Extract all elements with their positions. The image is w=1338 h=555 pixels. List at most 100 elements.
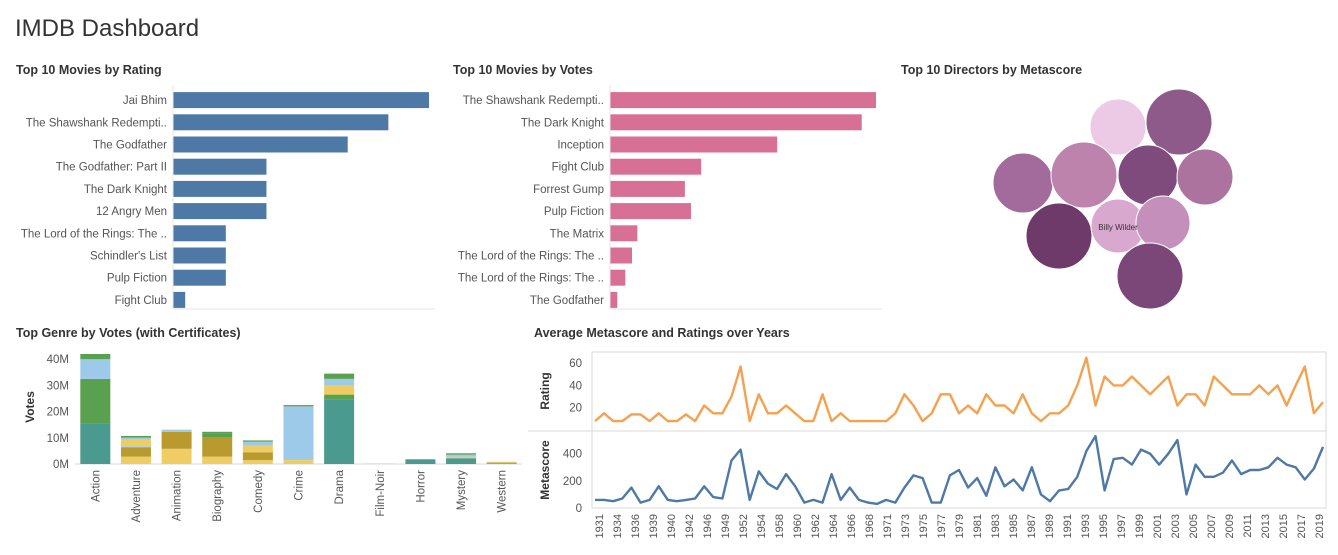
bar <box>173 180 267 197</box>
x-tick-label: Film-Noir <box>375 470 387 517</box>
genre-bar-segment <box>324 385 355 395</box>
top-votes-title: Top 10 Movies by Votes <box>453 63 593 77</box>
x-tick-label: Drama <box>334 469 346 504</box>
genre-bar-segment <box>161 429 192 432</box>
genre-bar-segment <box>80 423 111 464</box>
director-bubble <box>1117 144 1179 206</box>
x-tick-label: 1971 <box>882 514 894 538</box>
bar-label: Jai Bhim <box>123 95 167 107</box>
bar <box>610 180 685 197</box>
bar-label: The Lord of the Rings: The .. <box>21 228 167 240</box>
bubble-label: Billy Wilder <box>1098 223 1138 232</box>
x-tick-label: 1979 <box>954 514 966 538</box>
x-tick-label: 1952 <box>738 514 750 538</box>
genre-bar-segment <box>324 378 355 386</box>
bar-label: The Lord of the Rings: The .. <box>458 273 604 285</box>
x-tick-label: 1991 <box>1062 514 1074 538</box>
genre-bar-segment <box>202 431 233 434</box>
bar <box>173 203 267 220</box>
x-tick-label: Biography <box>212 470 224 522</box>
x-tick-label: 2011 <box>1242 514 1254 538</box>
genre-bar-segment <box>242 440 273 442</box>
genre-bar-segment <box>202 456 233 464</box>
x-tick-label: 2009 <box>1224 514 1236 538</box>
x-tick-label: 1962 <box>810 514 822 538</box>
genre-bar-segment <box>202 433 233 438</box>
y-tick-label: 20M <box>47 407 69 419</box>
genre-bar-segment <box>446 453 477 455</box>
y-tick-label: 30M <box>47 380 69 392</box>
bar-label: 12 Angry Men <box>96 206 167 218</box>
x-tick-label: Animation <box>172 470 184 521</box>
genre-votes-chart: 0M 10M 20M 30M 40M Votes Action Adventure Animat… <box>23 354 522 522</box>
genre-bar-segment <box>242 452 273 461</box>
genre-bar-segment <box>120 446 151 448</box>
bar-label: Schindler's List <box>90 251 168 263</box>
x-tick-label: 2013 <box>1260 514 1272 538</box>
x-tick-label: 1934 <box>612 514 624 538</box>
x-tick-label: 1966 <box>846 514 858 538</box>
director-bubble <box>1176 148 1234 206</box>
genre-bar-segment <box>161 448 192 464</box>
x-tick-label: 1993 <box>1080 514 1092 538</box>
y-axis-label: Votes <box>23 391 37 423</box>
bar-label: The Dark Knight <box>84 184 168 196</box>
bar <box>173 291 186 308</box>
x-tick-label: 1949 <box>720 514 732 538</box>
director-bubble <box>1116 242 1184 310</box>
director-bubble <box>1025 202 1093 270</box>
bar <box>173 158 267 175</box>
x-tick-label: 1958 <box>774 514 786 538</box>
genre-bar-segment <box>486 462 517 464</box>
bar <box>610 136 778 153</box>
bar-label: The Godfather <box>530 295 604 307</box>
x-tick-label: 1939 <box>648 514 660 538</box>
genre-bar-segment <box>283 460 314 464</box>
director-bubble <box>992 152 1054 214</box>
genre-bar-segment <box>120 456 151 464</box>
bar-label: Pulp Fiction <box>544 206 604 218</box>
x-tick-label: 1983 <box>990 514 1002 538</box>
director-bubble <box>1050 141 1118 209</box>
series-line <box>595 434 1325 506</box>
x-tick-label: 1940 <box>666 514 678 538</box>
top-rating-chart: Jai Bhim The Shawshank Redempti.. The Godf… <box>21 85 435 310</box>
metascore-ratings-title: Average Metascore and Ratings over Years <box>534 326 790 340</box>
bar-label: The Matrix <box>550 228 605 240</box>
genre-bar-segment <box>242 441 273 446</box>
bar-label: The Shawshank Redempti.. <box>463 95 604 107</box>
bar <box>610 203 691 220</box>
genre-bar-segment <box>120 435 151 438</box>
bar-label: The Dark Knight <box>521 117 605 129</box>
bar <box>610 247 633 264</box>
x-tick-label: 2005 <box>1188 514 1200 538</box>
genre-bar-segment <box>80 378 111 424</box>
x-tick-label: 2003 <box>1170 514 1182 538</box>
x-tick-label: 2007 <box>1206 514 1218 538</box>
genre-bar-segment <box>161 431 192 449</box>
bar <box>173 92 429 109</box>
genre-bar-segment <box>446 458 477 464</box>
x-tick-label: 1999 <box>1134 514 1146 538</box>
director-bubble <box>1135 195 1191 251</box>
x-tick-label: 1964 <box>828 514 840 538</box>
bar <box>610 291 618 308</box>
bar-label: Pulp Fiction <box>107 273 167 285</box>
x-tick-label: 2017 <box>1296 514 1308 538</box>
x-tick-label: Comedy <box>253 470 265 513</box>
director-bubble <box>1145 88 1213 156</box>
genre-bar-segment <box>202 437 233 457</box>
x-tick-label: 1936 <box>630 514 642 538</box>
bar <box>173 136 348 153</box>
bar-label: Fight Club <box>115 295 167 307</box>
genre-bar-segment <box>283 406 314 461</box>
y-tick-label: 40 <box>569 380 582 392</box>
bar <box>610 158 702 175</box>
genre-bar-segment <box>324 399 355 464</box>
y-axis-label: Rating <box>538 372 552 409</box>
x-tick-label: 1985 <box>1008 514 1020 538</box>
genre-bar-segment <box>80 359 111 379</box>
genre-bar-segment <box>80 354 111 360</box>
genre-bar-segment <box>242 445 273 453</box>
genre-bar-segment <box>120 447 151 457</box>
